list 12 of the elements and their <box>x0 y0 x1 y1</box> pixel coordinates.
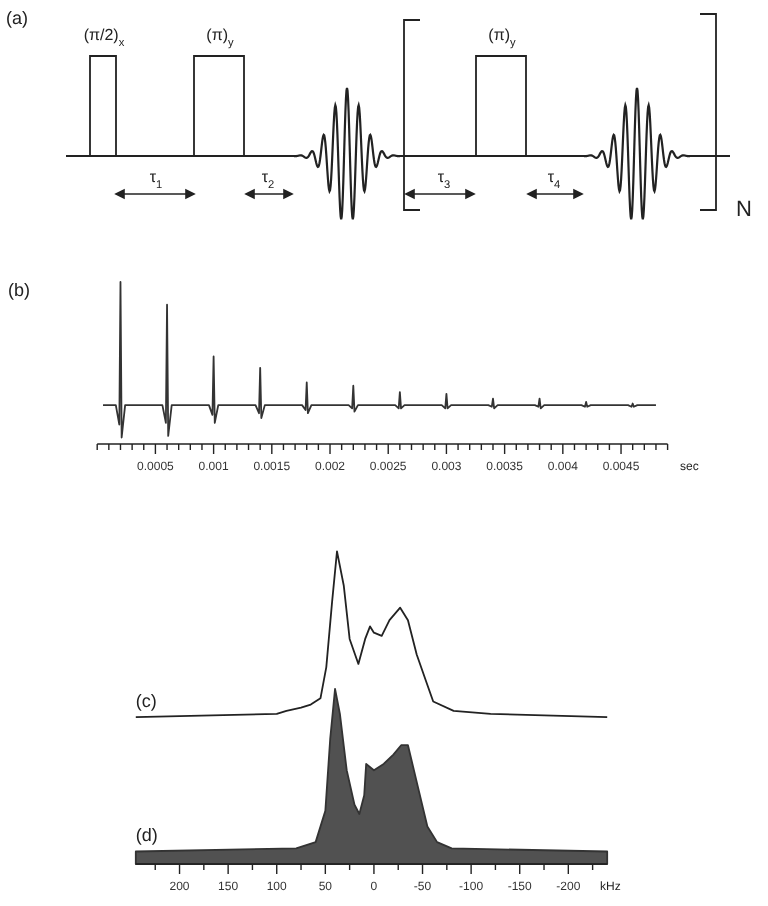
text: (π)$_{y}$ <box>488 26 517 50</box>
text: τ$_{2}$ <box>261 168 275 192</box>
series-label: (c) <box>135 691 157 712</box>
text: (a) <box>6 8 28 28</box>
text: τ$_{1}$ <box>149 168 163 192</box>
chart-title: (b) <box>8 280 30 300</box>
text: (π)$_{y}$ <box>206 26 235 50</box>
text: τ$_{4}$ <box>547 168 561 192</box>
text: (π/2)$_{x}$ <box>83 26 125 50</box>
text: τ$_{3}$ <box>437 168 451 192</box>
series-label: (d) <box>135 825 158 846</box>
text: N <box>736 198 752 222</box>
